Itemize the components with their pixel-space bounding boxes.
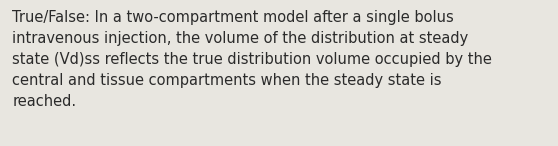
Text: True/False: In a two-compartment model after a single bolus
intravenous injectio: True/False: In a two-compartment model a… <box>12 10 492 109</box>
